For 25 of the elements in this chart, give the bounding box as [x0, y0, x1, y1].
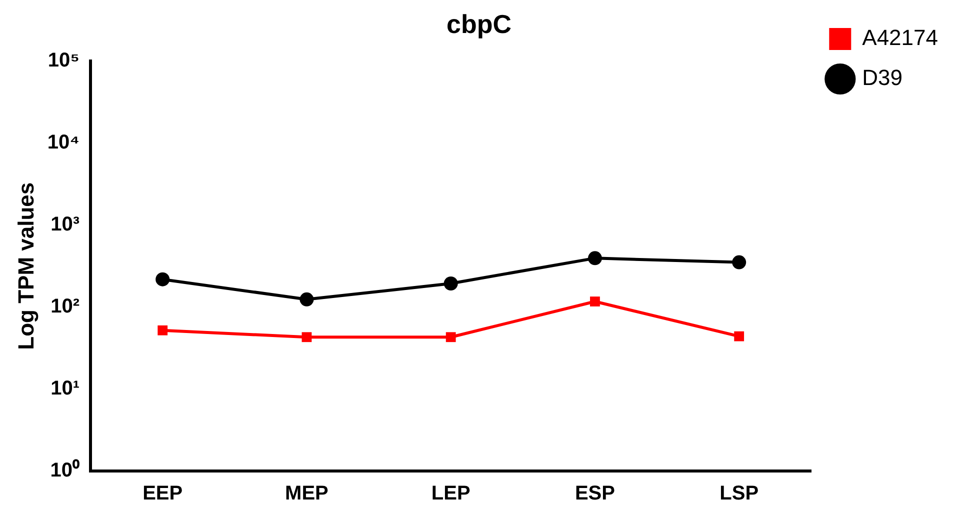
point	[734, 331, 744, 342]
point	[444, 276, 458, 290]
legend-label: D39	[862, 65, 903, 90]
point	[446, 332, 456, 342]
y-axis-title: Log TPM values	[13, 182, 38, 350]
y-tick-label: 10⁴	[47, 132, 80, 154]
point	[590, 296, 600, 306]
y-tick-label: 10⁵	[48, 50, 80, 72]
legend-label: A42174	[862, 25, 938, 50]
x-tick-label: EEP	[142, 482, 183, 505]
y-tick-label: 10³	[50, 214, 80, 236]
y-tick-label: 10²	[50, 296, 80, 318]
y-tick-label: 10¹	[50, 378, 80, 400]
point	[732, 255, 746, 270]
point	[158, 325, 168, 336]
x-tick-label: ESP	[574, 482, 615, 505]
x-tick-label: LSP	[720, 482, 759, 505]
y-tick-label: 10⁰	[50, 458, 80, 482]
chart-title: cbpC	[446, 8, 512, 39]
x-tick-label: LEP	[431, 482, 470, 505]
x-tick-label: MEP	[285, 482, 328, 505]
point	[588, 251, 602, 266]
point	[156, 272, 170, 286]
point	[300, 292, 314, 306]
point	[302, 332, 312, 342]
